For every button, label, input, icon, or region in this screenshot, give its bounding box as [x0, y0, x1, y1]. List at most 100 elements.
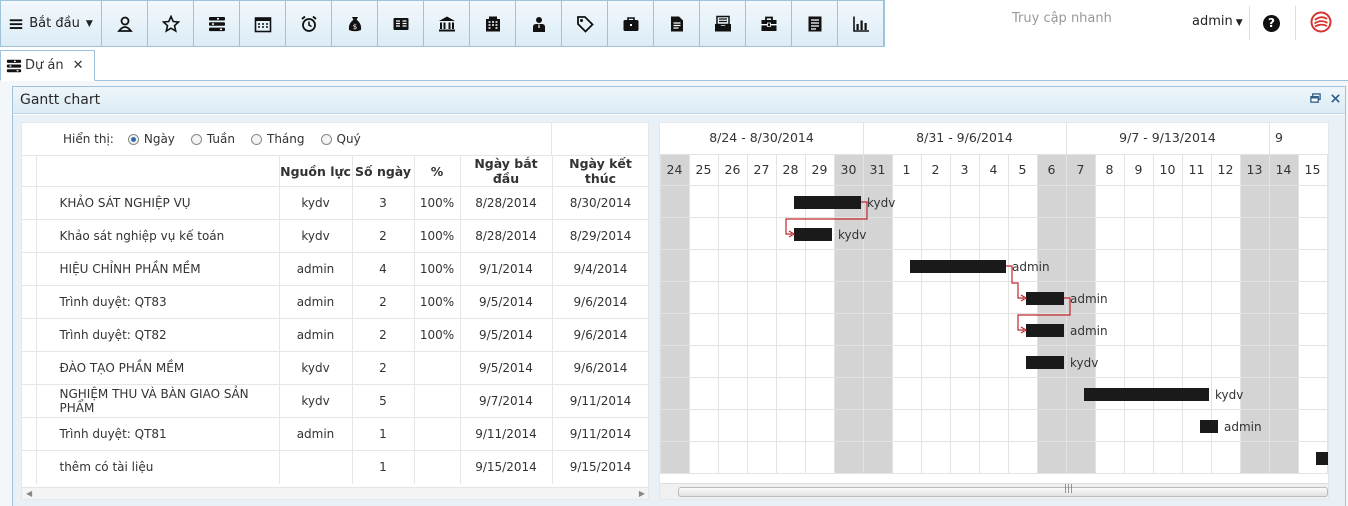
- task-name: Khảo sát nghiệp vụ kế toán: [36, 219, 280, 253]
- column-header-resource[interactable]: Nguồn lực: [279, 155, 353, 187]
- radio-week[interactable]: Tuần: [190, 132, 241, 146]
- table-row[interactable]: Trình duyệt: QT83 admin 2 100% 9/5/2014 9/6/2…: [22, 285, 648, 319]
- scrollbar-thumb[interactable]: |||: [678, 484, 1328, 497]
- task-days: 1: [352, 450, 415, 484]
- gantt-task-bar[interactable]: [1026, 292, 1064, 305]
- radio-quarter[interactable]: Quý: [320, 132, 367, 146]
- user-button[interactable]: [102, 1, 148, 46]
- table-row[interactable]: NGHIỆM THU VÀ BÀN GIAO SẢN PHẨM kydv 5 9/7/…: [22, 384, 648, 418]
- project-list-icon: [6, 59, 22, 72]
- task-percent: 100%: [414, 252, 461, 286]
- task-name: NGHIỆM THU VÀ BÀN GIAO SẢN PHẨM: [36, 384, 280, 418]
- gantt-task-bar[interactable]: [794, 228, 832, 241]
- user-menu[interactable]: admin ▼: [1192, 14, 1243, 29]
- inbox-button[interactable]: [700, 1, 746, 46]
- radio-dot[interactable]: [127, 133, 139, 145]
- alarm-clock-button[interactable]: [286, 1, 332, 46]
- panel-tools: [1310, 93, 1341, 104]
- gantt-task-bar[interactable]: [1316, 452, 1329, 465]
- radio-day[interactable]: Ngày: [127, 132, 181, 146]
- accounting-icon: [393, 17, 408, 30]
- gantt-task-bar[interactable]: [1084, 388, 1209, 401]
- radio-dot[interactable]: [190, 133, 202, 145]
- divider: [551, 123, 552, 155]
- task-days: 5: [352, 384, 415, 418]
- quick-access-input[interactable]: Truy cập nhanh: [1012, 11, 1112, 26]
- week-header-label: 9: [1275, 130, 1283, 145]
- table-row[interactable]: ĐÀO TẠO PHẦN MỀM kydv 2 9/5/2014 9/6/2014: [22, 351, 648, 385]
- column-header-days[interactable]: Số ngày: [352, 155, 415, 187]
- briefcase-button[interactable]: [608, 1, 654, 46]
- ledger-button[interactable]: [792, 1, 838, 46]
- gantt-task-bar[interactable]: [1026, 356, 1064, 369]
- dependency-link: [1006, 265, 1024, 299]
- day-header-label: 25: [696, 162, 712, 177]
- task-days: 2: [352, 219, 415, 253]
- gantt-task-bar[interactable]: [794, 196, 861, 209]
- task-end-date: 9/6/2014: [552, 318, 648, 352]
- task-start-date: 9/1/2014: [460, 252, 553, 286]
- day-header-label: 13: [1247, 162, 1263, 177]
- accounting-button[interactable]: [378, 1, 424, 46]
- panel-title: Gantt chart: [20, 92, 101, 108]
- help-icon[interactable]: ?: [1263, 15, 1280, 32]
- scroll-left-icon[interactable]: ◀: [26, 489, 33, 498]
- gantt-task-bar[interactable]: [910, 260, 1006, 273]
- radio-label: Quý: [336, 132, 361, 146]
- column-header-start-date[interactable]: Ngày bắt đầu: [460, 155, 553, 187]
- toolbox-button[interactable]: [746, 1, 792, 46]
- task-start-date: 8/28/2014: [460, 219, 553, 253]
- bar-chart-button[interactable]: [838, 1, 884, 46]
- calendar-button[interactable]: [240, 1, 286, 46]
- table-row[interactable]: KHẢO SÁT NGHIỆP VỤ kydv 3 100% 8/28/2014 8/30…: [22, 186, 648, 220]
- table-row[interactable]: HIỆU CHỈNH PHẦN MỀM admin 4 100% 9/1/2014 9/4…: [22, 252, 648, 286]
- task-start-date: 9/11/2014: [460, 417, 553, 451]
- close-icon[interactable]: ✕: [72, 58, 84, 73]
- vertical-scroll-track: [1329, 122, 1345, 500]
- task-name: ĐÀO TẠO PHẦN MỀM: [36, 351, 280, 385]
- task-start-date: 9/5/2014: [460, 318, 553, 352]
- task-resource: kydv: [279, 219, 353, 253]
- horizontal-scrollbar[interactable]: ◀ ▶: [22, 487, 648, 499]
- gantt-bar-label: kydv: [1070, 356, 1098, 370]
- project-list-button[interactable]: [194, 1, 240, 46]
- view-filter: Hiển thị: Ngày Tuần Tháng Quý: [22, 123, 552, 155]
- contact-button[interactable]: [516, 1, 562, 46]
- table-row[interactable]: Trình duyệt: QT82 admin 2 100% 9/5/2014 9/6/2…: [22, 318, 648, 352]
- column-header-indicator: [22, 155, 37, 187]
- table-row[interactable]: Khảo sát nghiệp vụ kế toán kydv 2 100% 8/28/…: [22, 219, 648, 253]
- task-resource: kydv: [279, 384, 353, 418]
- close-icon[interactable]: [1330, 93, 1341, 104]
- radio-month[interactable]: Tháng: [251, 132, 311, 146]
- task-end-date: 9/11/2014: [552, 384, 648, 418]
- office-building-button[interactable]: [470, 1, 516, 46]
- gantt-task-bar[interactable]: [1200, 420, 1218, 433]
- table-row[interactable]: Trình duyệt: QT81 admin 1 9/11/2014 9/11/201…: [22, 417, 648, 451]
- day-header-label: 3: [961, 162, 969, 177]
- row-indicator: [22, 318, 37, 352]
- task-start-date: 9/7/2014: [460, 384, 553, 418]
- project-list-icon: [208, 16, 225, 31]
- scroll-right-icon[interactable]: ▶: [638, 489, 645, 498]
- radio-dot[interactable]: [251, 133, 262, 145]
- task-end-date: 8/30/2014: [552, 186, 648, 220]
- tag-button[interactable]: [562, 1, 608, 46]
- report-button[interactable]: [654, 1, 700, 46]
- column-header-percent[interactable]: %: [414, 155, 461, 187]
- bank-button[interactable]: [424, 1, 470, 46]
- day-header-label: 12: [1218, 162, 1234, 177]
- radio-dot[interactable]: [320, 133, 332, 145]
- restore-window-icon[interactable]: [1310, 93, 1321, 104]
- star-button[interactable]: [148, 1, 194, 46]
- inbox-icon: [714, 15, 731, 31]
- column-header-end-date[interactable]: Ngày kết thúc: [552, 155, 648, 187]
- tab-project[interactable]: Dự án ✕: [0, 50, 95, 81]
- divider: [1295, 6, 1296, 40]
- money-bag-button[interactable]: $: [332, 1, 378, 46]
- day-header-label: 15: [1305, 162, 1321, 177]
- task-resource: kydv: [279, 186, 353, 220]
- gantt-task-bar[interactable]: [1026, 324, 1064, 337]
- start-menu-button[interactable]: Bắt đầu ▼: [1, 1, 102, 46]
- gantt-horizontal-scrollbar[interactable]: |||: [660, 483, 1328, 499]
- table-row[interactable]: thêm có tài liệu 1 9/15/2014 9/15/2014: [22, 450, 648, 484]
